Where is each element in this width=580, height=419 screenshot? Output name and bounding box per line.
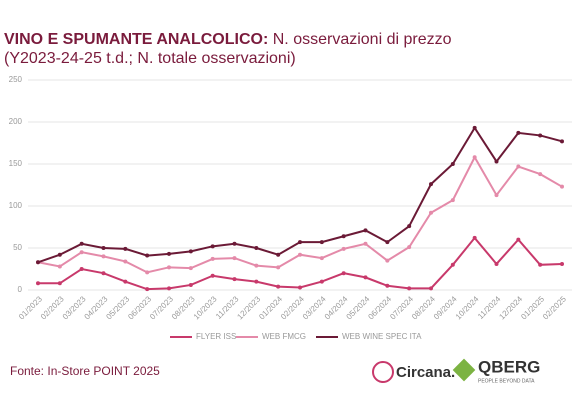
point bbox=[298, 285, 302, 290]
point bbox=[407, 286, 412, 291]
point bbox=[167, 265, 171, 270]
point bbox=[123, 246, 128, 251]
point bbox=[79, 241, 84, 246]
point bbox=[385, 240, 390, 245]
point bbox=[560, 184, 564, 189]
point bbox=[407, 224, 412, 229]
point bbox=[450, 162, 455, 166]
legend-label: FLYER ISS bbox=[196, 332, 236, 341]
point bbox=[167, 251, 171, 256]
point bbox=[494, 193, 499, 198]
y-tick-label: 200 bbox=[9, 117, 23, 126]
point bbox=[232, 277, 237, 282]
point bbox=[560, 261, 564, 266]
point bbox=[472, 235, 477, 240]
point bbox=[210, 273, 215, 278]
point bbox=[101, 246, 106, 250]
point bbox=[385, 283, 390, 288]
point bbox=[167, 286, 171, 291]
point bbox=[298, 252, 302, 257]
point bbox=[407, 245, 412, 250]
point bbox=[538, 262, 543, 267]
point bbox=[363, 241, 368, 246]
point bbox=[101, 271, 106, 276]
point bbox=[57, 281, 62, 286]
point bbox=[472, 155, 477, 160]
point bbox=[276, 252, 281, 257]
point bbox=[341, 234, 346, 239]
point bbox=[254, 263, 259, 268]
source: Fonte: In-Store POINT 2025 bbox=[10, 364, 160, 378]
point bbox=[276, 284, 281, 289]
point bbox=[79, 267, 84, 271]
point bbox=[188, 249, 193, 254]
point bbox=[145, 253, 150, 258]
point bbox=[232, 241, 237, 246]
point bbox=[494, 159, 499, 164]
series-line bbox=[38, 236, 563, 291]
point bbox=[36, 281, 40, 286]
logo-circana: Circana. bbox=[396, 364, 455, 381]
point bbox=[319, 279, 324, 284]
point bbox=[188, 266, 193, 271]
point bbox=[79, 250, 84, 255]
point bbox=[341, 246, 346, 251]
legend-label: WEB FMCG bbox=[262, 332, 306, 341]
point bbox=[123, 279, 128, 284]
title: VINO E SPUMANTE ANALCOLICO: bbox=[4, 31, 268, 48]
point bbox=[232, 256, 237, 261]
point bbox=[319, 240, 324, 245]
point bbox=[57, 264, 62, 269]
x-tick-label: 02/2025 bbox=[541, 294, 568, 321]
point bbox=[538, 133, 543, 138]
point bbox=[36, 260, 40, 265]
legend-label: WEB WINE SPEC ITA bbox=[342, 332, 422, 341]
x-tick-label: 10/2023 bbox=[192, 294, 219, 321]
subtitle: (Y2023-24-25 t.d.; N. totale osservazion… bbox=[4, 50, 296, 67]
point bbox=[363, 228, 368, 233]
y-tick-label: 0 bbox=[18, 285, 23, 294]
y-tick-label: 100 bbox=[9, 201, 23, 210]
point bbox=[538, 172, 543, 177]
point bbox=[101, 254, 106, 259]
point bbox=[145, 270, 150, 275]
point bbox=[516, 237, 521, 242]
point bbox=[450, 262, 455, 267]
point bbox=[472, 125, 477, 130]
point bbox=[210, 244, 215, 249]
logo-qberg: QBERG bbox=[478, 357, 540, 376]
point bbox=[341, 271, 346, 276]
x-tick-label: 10/2024 bbox=[454, 294, 481, 321]
point bbox=[145, 287, 150, 292]
point bbox=[516, 130, 521, 135]
point bbox=[254, 279, 259, 284]
chart-title: VINO E SPUMANTE ANALCOLICO: N. osservazi… bbox=[4, 31, 452, 48]
point bbox=[276, 265, 281, 270]
point bbox=[450, 198, 455, 203]
point bbox=[385, 258, 390, 263]
point bbox=[123, 259, 128, 264]
point bbox=[363, 275, 368, 280]
subtitle: N. osservazioni di prezzo bbox=[273, 31, 452, 48]
logo-icon bbox=[452, 358, 476, 382]
point bbox=[560, 139, 564, 144]
y-tick-label: 150 bbox=[9, 159, 23, 168]
y-tick-label: 250 bbox=[9, 75, 23, 84]
point bbox=[429, 210, 433, 215]
point bbox=[188, 282, 193, 287]
point bbox=[298, 240, 302, 245]
point bbox=[210, 256, 215, 261]
point bbox=[319, 256, 324, 261]
point bbox=[57, 252, 62, 257]
y-tick-label: 50 bbox=[13, 243, 22, 252]
point bbox=[494, 261, 499, 266]
point bbox=[516, 164, 521, 169]
point bbox=[429, 286, 433, 291]
point bbox=[429, 182, 433, 187]
point bbox=[254, 246, 259, 250]
logo-tagline: PEOPLE BEYOND DATA bbox=[478, 378, 535, 384]
logo-icon bbox=[372, 361, 394, 383]
